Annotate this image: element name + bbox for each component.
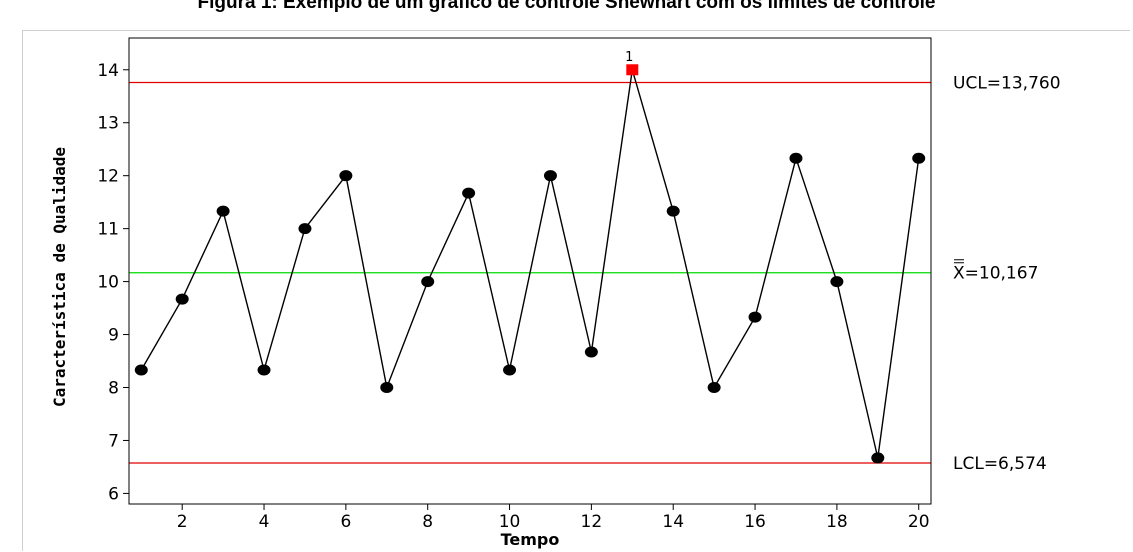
data-point [421,276,435,288]
x-tick-label: 6 [340,512,351,532]
data-point [380,382,394,393]
limit-labels: UCL=13,760 X=10,167 LCL=6,574 [953,73,1061,474]
data-point [339,170,353,182]
xbar-symbol: X [953,264,965,284]
center-label: X=10,167 [953,264,1038,284]
x-tick-label: 16 [744,512,766,532]
series-line [140,69,920,459]
data-point [503,364,517,376]
x-tick-label: 14 [662,512,684,532]
y-tick-label: 10 [97,273,119,293]
y-tick-label: 13 [97,114,119,134]
data-point [912,152,926,164]
data-point [830,276,844,288]
data-point [257,364,271,376]
data-point [666,205,680,217]
axes: 6 7 8 9 10 11 12 13 14 2 4 6 8 10 12 14 16 18 20 Tempo Carac… [50,37,932,549]
lcl-label: LCL=6,574 [953,454,1047,474]
x-tick-label: 4 [259,512,270,532]
y-tick-label: 9 [108,326,119,346]
data-point [298,223,312,235]
data-point [871,452,885,464]
flagged-point [626,64,639,76]
x-tick-label: 8 [422,512,433,532]
data-point [175,293,189,305]
data-series: 1 [134,50,926,464]
y-tick-label: 7 [108,431,119,451]
x-tick-label: 20 [908,512,930,532]
data-point [748,311,762,323]
flag-label: 1 [625,50,633,65]
data-point [216,205,230,217]
center-value: =10,167 [965,264,1039,284]
data-point [543,170,557,182]
y-tick-label: 8 [108,379,119,399]
y-tick-label: 14 [97,61,119,81]
data-point [584,346,598,358]
data-point [134,364,148,376]
chart-frame: 6 7 8 9 10 11 12 13 14 2 4 6 8 10 12 14 16 18 20 Tempo Carac… [22,30,1130,551]
x-tick-label: 18 [826,512,848,532]
x-tick-label: 10 [499,512,521,532]
y-tick-label: 12 [97,167,119,187]
x-axis-title: Tempo [501,530,560,549]
y-tick-label: 11 [97,220,119,240]
x-tick-label: 2 [177,512,188,532]
data-point [789,152,803,164]
y-tick-label: 6 [108,484,119,504]
plot-area-border [128,37,932,505]
x-tick-label: 12 [581,512,603,532]
ucl-label: UCL=13,760 [953,73,1061,93]
figure-caption: Figura 1: Exemplo de um gráfico de contr… [197,0,936,13]
data-point [707,382,721,393]
control-chart: 6 7 8 9 10 11 12 13 14 2 4 6 8 10 12 14 16 18 20 Tempo Carac… [50,37,1061,549]
y-axis-title: Característica de Qualidade [50,147,69,407]
data-point [462,187,476,199]
